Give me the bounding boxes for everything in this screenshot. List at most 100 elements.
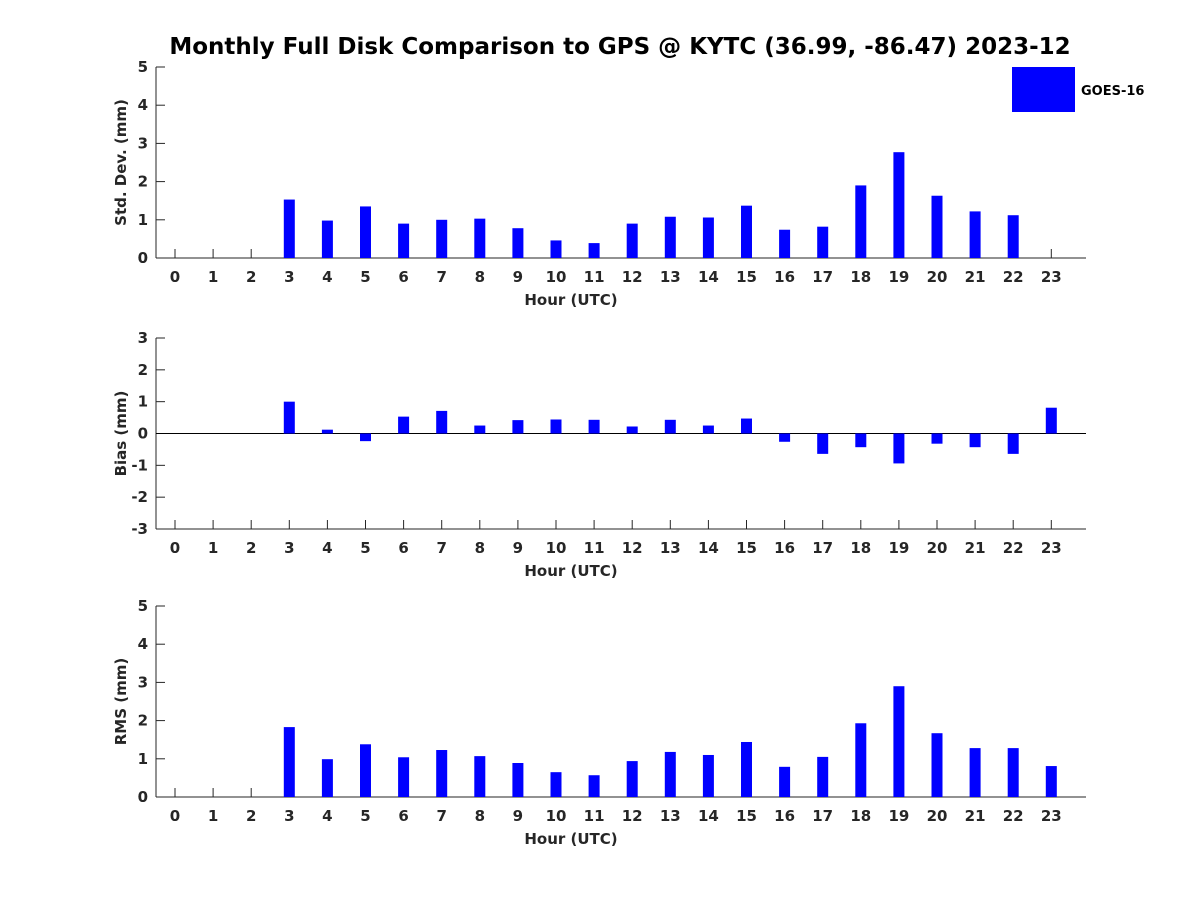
panel2-bar [626, 426, 638, 434]
panel3-x-tick-label: 8 [475, 807, 485, 825]
panel1-y-tick-label: 5 [138, 58, 148, 76]
panel1-x-tick-label: 10 [546, 268, 567, 286]
panel2-bar [817, 433, 829, 454]
panel3-bar [360, 744, 371, 797]
panel3-x-tick-label: 12 [622, 807, 643, 825]
panel2-x-tick-label: 16 [774, 539, 795, 557]
panel2-x-tick-label: 6 [398, 539, 408, 557]
panel1-x-tick-label: 5 [360, 268, 370, 286]
panel3-bar [398, 757, 410, 797]
panel2-bar [855, 433, 867, 448]
panel3-x-tick-label: 3 [284, 807, 294, 825]
panel1-x-tick-label: 7 [436, 268, 446, 286]
panel3-bar [436, 750, 448, 797]
panel2-x-tick-label: 0 [170, 539, 180, 557]
panel3-x-tick-label: 17 [812, 807, 833, 825]
panel2-x-tick-label: 3 [284, 539, 294, 557]
panel3-bar [474, 756, 486, 797]
panel1-x-tick-label: 3 [284, 268, 294, 286]
panel2-bar [702, 425, 714, 434]
panel3-x-tick-label: 5 [360, 807, 370, 825]
panel2-x-tick-label: 12 [622, 539, 643, 557]
panel3-x-tick-label: 18 [850, 807, 871, 825]
panel2-x-tick-label: 18 [850, 539, 871, 557]
panel3-x-tick-label: 19 [888, 807, 909, 825]
panel1-bar [588, 243, 600, 258]
panel2-x-tick-label: 4 [322, 539, 332, 557]
panel1-x-tick-label: 21 [965, 268, 986, 286]
panel2-x-tick-label: 23 [1041, 539, 1062, 557]
panel2-x-tick-label: 20 [927, 539, 948, 557]
panel2-bar [1045, 407, 1057, 434]
panel3-bar [588, 775, 600, 797]
panel3-x-tick-label: 14 [698, 807, 719, 825]
panel3-x-tick-label: 4 [322, 807, 332, 825]
panel2-x-tick-label: 10 [546, 539, 567, 557]
panel1-x-tick-label: 17 [812, 268, 833, 286]
panel3-x-tick-label: 6 [398, 807, 408, 825]
panel2-bar [321, 429, 333, 434]
panel1-x-tick-label: 15 [736, 268, 757, 286]
legend-label-goes16: GOES-16 [1081, 84, 1144, 99]
panel1-bar [855, 185, 867, 258]
panel3-bar [702, 754, 714, 797]
panel2-bar [741, 418, 752, 434]
panel3-bar [626, 761, 638, 797]
panel1-bar [550, 240, 562, 258]
panel2-x-tick-label: 14 [698, 539, 719, 557]
panel3-x-tick-label: 1 [208, 807, 218, 825]
panel3-x-tick-label: 21 [965, 807, 986, 825]
panel2-bar [474, 425, 486, 434]
panel1-x-tick-label: 18 [850, 268, 871, 286]
panel2-y-tick-label: 3 [138, 329, 148, 347]
panel1-x-tick-label: 9 [513, 268, 523, 286]
panel1-x-tick-label: 23 [1041, 268, 1062, 286]
panel1-bar [969, 211, 981, 258]
panel2-x-tick-label: 17 [812, 539, 833, 557]
panel2-x-tick-label: 21 [965, 539, 986, 557]
panel1-y-tick-label: 4 [138, 96, 148, 114]
panel3-y-tick-label: 0 [138, 788, 148, 806]
panel2-bar [360, 433, 371, 442]
panel2-bar [931, 433, 943, 444]
panel3-y-tick-label: 2 [138, 712, 148, 730]
panel1-x-tick-label: 4 [322, 268, 332, 286]
panel3-bar [550, 772, 562, 797]
panel1-x-tick-label: 13 [660, 268, 681, 286]
panel1-x-tick-label: 16 [774, 268, 795, 286]
panel2-y-tick-label: 2 [138, 361, 148, 379]
panel1-x-tick-label: 8 [475, 268, 485, 286]
panel1-x-tick-label: 0 [170, 268, 180, 286]
panel3-x-tick-label: 20 [927, 807, 948, 825]
panel3-bar [1007, 748, 1019, 797]
panel1-bar [931, 195, 943, 258]
panel3-bar [893, 686, 905, 797]
panel2-x-tick-label: 1 [208, 539, 218, 557]
panel1-bar [436, 219, 448, 258]
panel2-x-tick-label: 2 [246, 539, 256, 557]
chart-title: Monthly Full Disk Comparison to GPS @ KY… [169, 34, 1070, 60]
panel3-x-tick-label: 23 [1041, 807, 1062, 825]
panel3-bar [664, 751, 676, 797]
panel2-bar [283, 401, 295, 434]
panel3-y-tick-label: 5 [138, 597, 148, 615]
panel2-bar [893, 433, 905, 464]
panel2-y-tick-label: -2 [131, 488, 148, 506]
panel2-x-tick-label: 19 [888, 539, 909, 557]
panel3-x-tick-label: 16 [774, 807, 795, 825]
panel3-x-tick-label: 13 [660, 807, 681, 825]
panel3-bar [283, 727, 295, 797]
panel1-y-tick-label: 0 [138, 249, 148, 267]
panel2-x-axis-label: Hour (UTC) [524, 562, 617, 580]
panel3-bar [321, 759, 333, 797]
panel3-bar [855, 723, 867, 797]
panel1-bar [893, 152, 905, 258]
panel3-x-tick-label: 10 [546, 807, 567, 825]
panel2-x-tick-label: 9 [513, 539, 523, 557]
panel1-x-axis-label: Hour (UTC) [524, 291, 617, 309]
panel3-bar [817, 756, 829, 797]
panel1-bar [817, 226, 829, 258]
panel1-bar [664, 216, 676, 258]
panel1-bar [398, 223, 410, 258]
